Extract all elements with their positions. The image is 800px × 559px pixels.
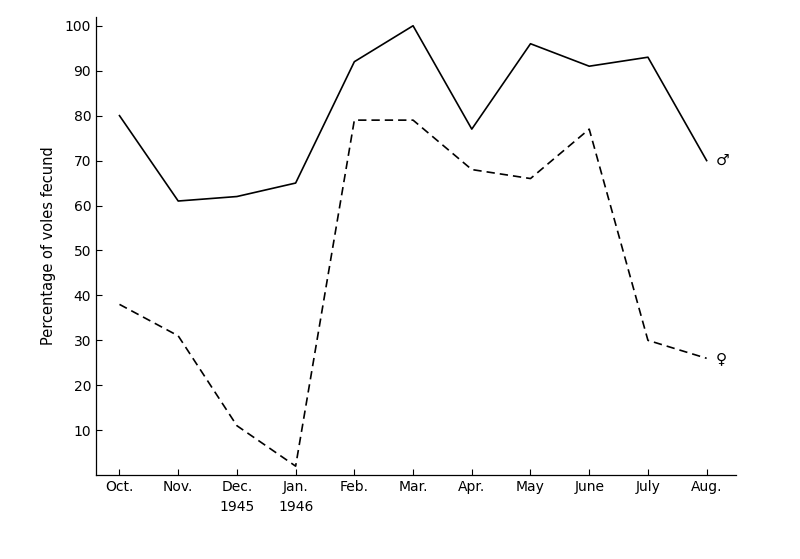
Text: ♂: ♂ <box>715 153 729 168</box>
Text: ♀: ♀ <box>715 351 726 366</box>
Text: 1945: 1945 <box>219 500 254 514</box>
Y-axis label: Percentage of voles fecund: Percentage of voles fecund <box>42 146 57 345</box>
Text: 1946: 1946 <box>278 500 314 514</box>
